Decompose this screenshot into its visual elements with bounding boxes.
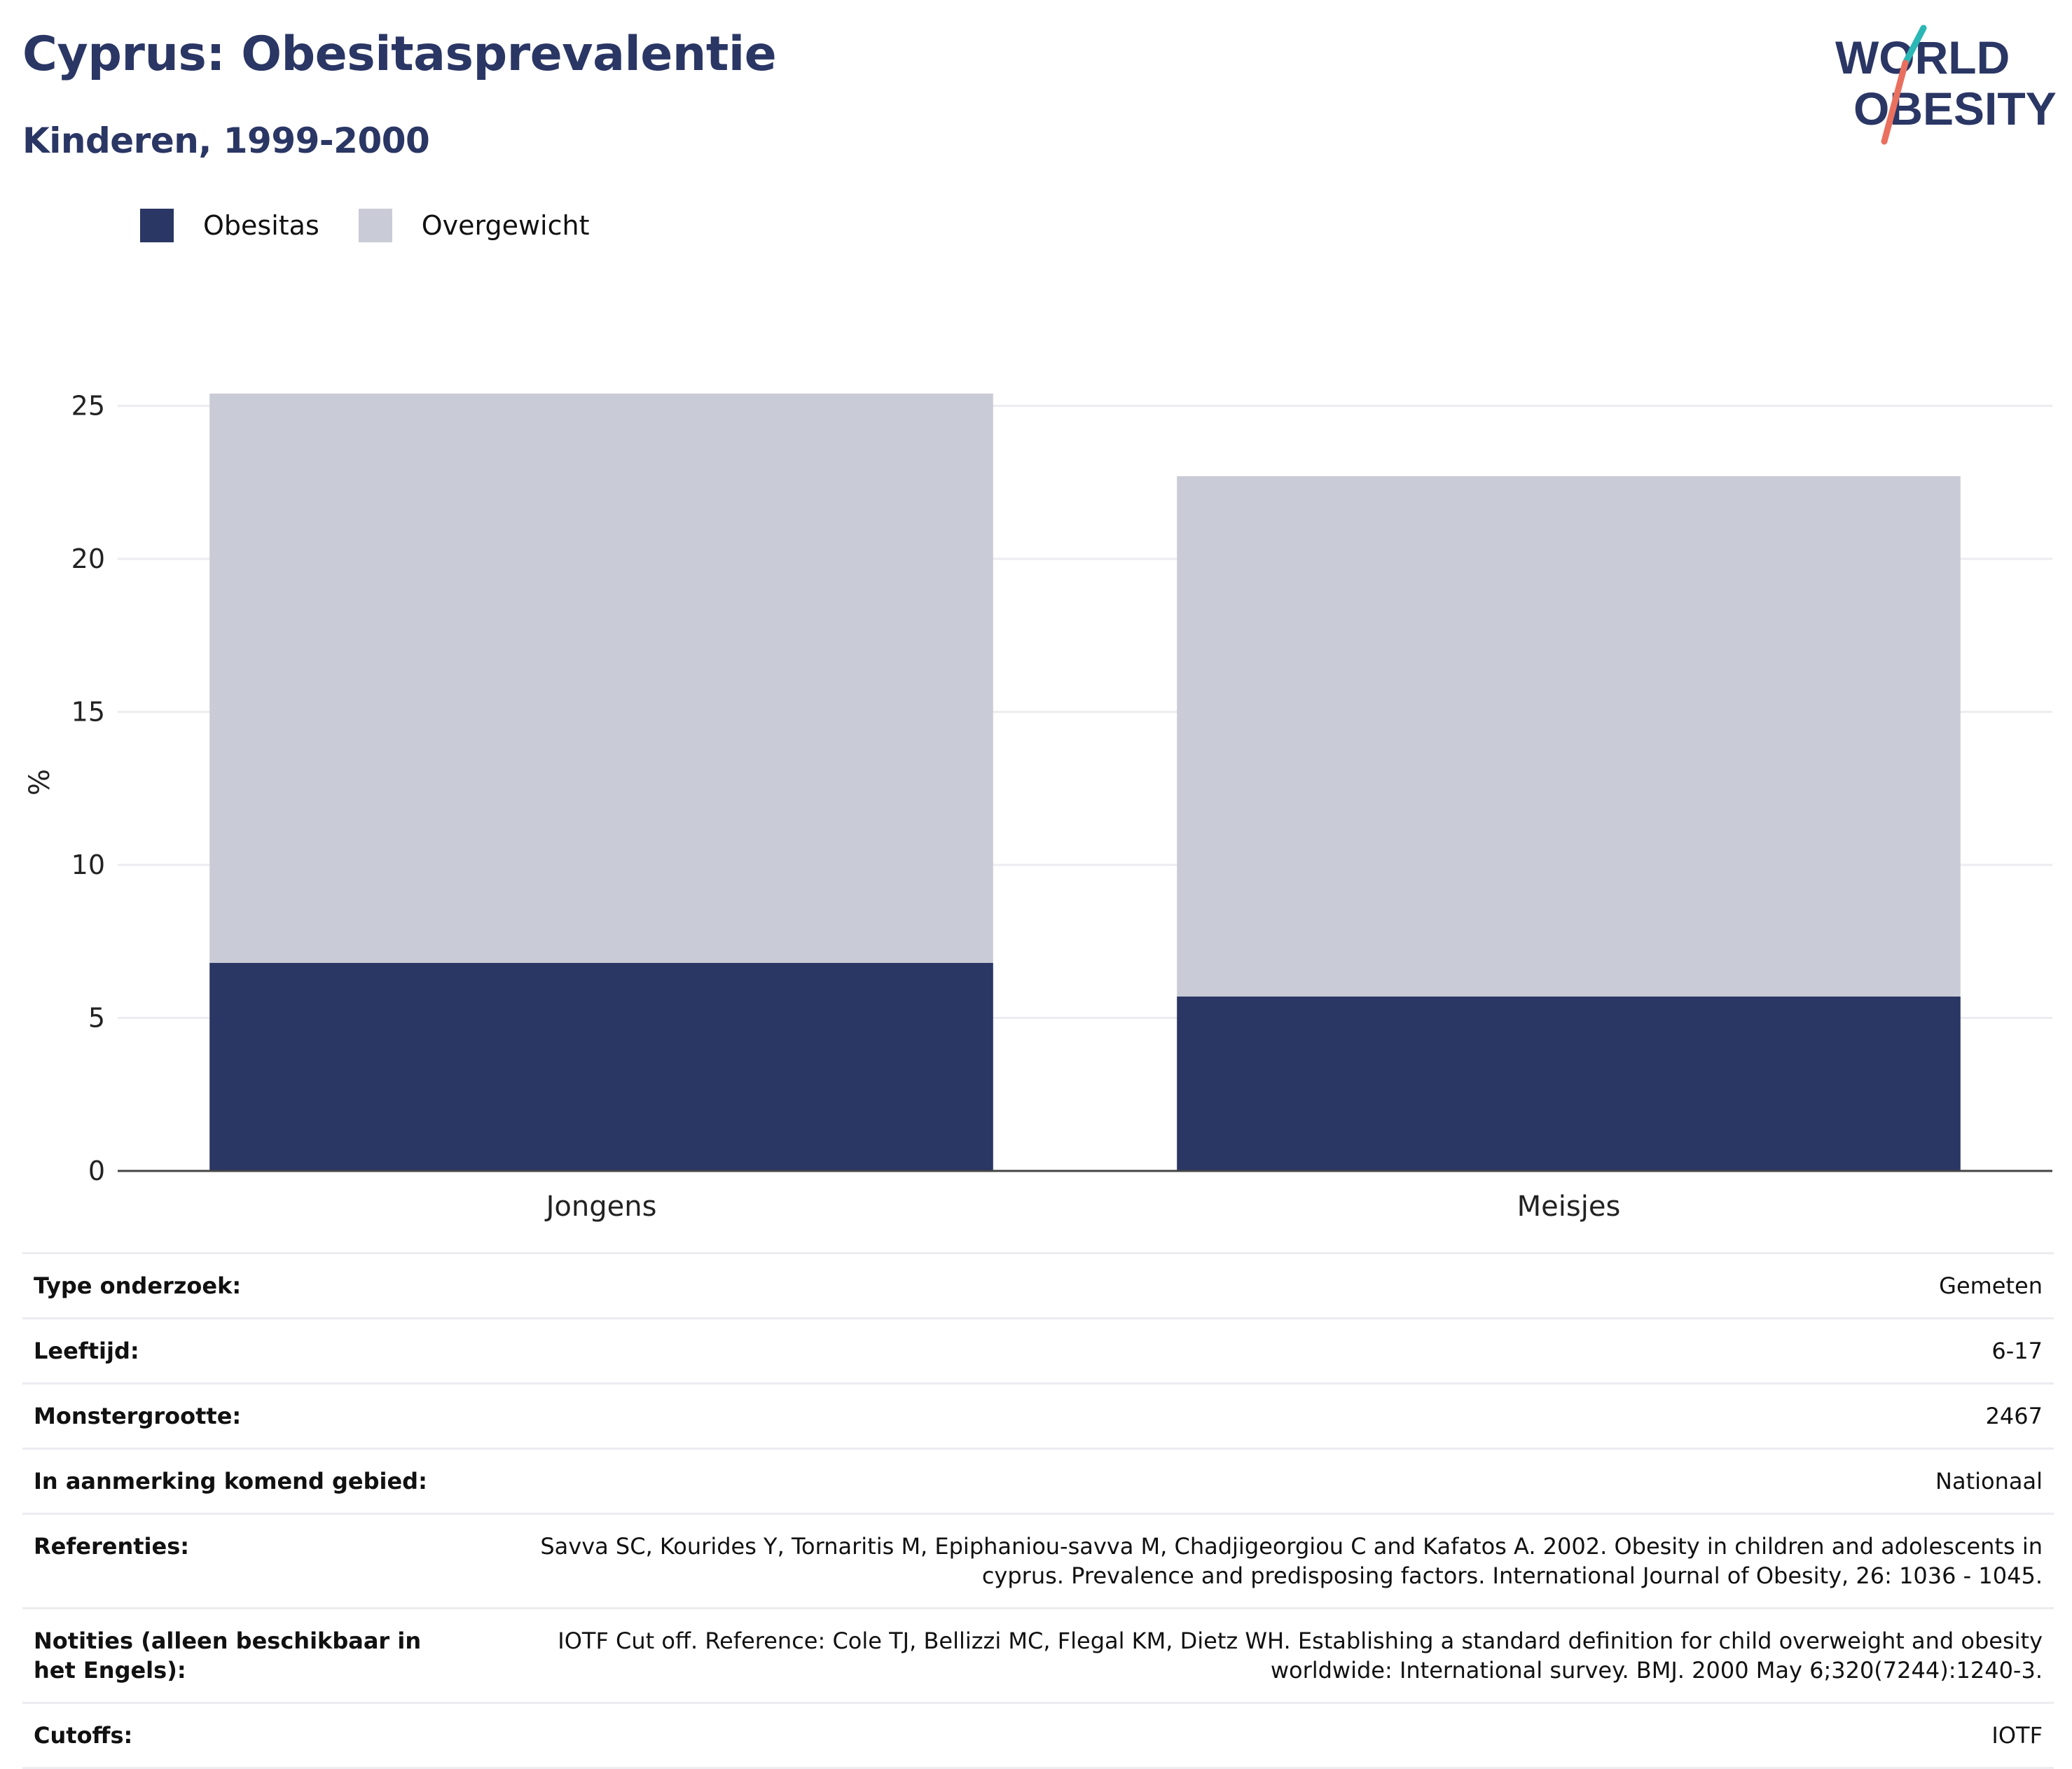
legend-item-overgewicht[interactable]: Overgewicht [358, 209, 590, 242]
details-value: IOTF Cut off. Reference: Cole TJ, Belliz… [558, 1628, 2043, 1684]
details-value: 6-17 [1991, 1338, 2043, 1364]
legend-label-overgewicht: Overgewicht [421, 210, 590, 241]
details-value: 2467 [1985, 1403, 2043, 1429]
chart-title: Cyprus: Obesitasprevalentie [22, 27, 777, 82]
details-row-area: In aanmerking komend gebied: Nationaal [22, 1448, 2054, 1514]
y-tick-label: 20 [71, 543, 105, 574]
y-axis-label: % [24, 769, 56, 796]
details-row-notes: Notities (alleen beschikbaar in het Enge… [22, 1608, 2054, 1703]
world-obesity-logo: WORLD OBESITY [1835, 25, 2057, 145]
chart-subtitle: Kinderen, 1999-2000 [22, 120, 430, 161]
details-value: Savva SC, Kourides Y, Tornaritis M, Epip… [540, 1533, 2043, 1589]
details-row-references: Referenties: Savva SC, Kourides Y, Torna… [22, 1513, 2054, 1609]
details-row-sample-size: Monstergrootte: 2467 [22, 1383, 2054, 1449]
details-value: IOTF [1991, 1722, 2043, 1749]
details-row-cutoffs: Cutoffs: IOTF [22, 1702, 2054, 1768]
chart-legend: Obesitas Overgewicht [140, 209, 629, 242]
y-tick-label: 0 [88, 1156, 105, 1186]
details-value: Gemeten [1939, 1272, 2043, 1299]
bar-overgewicht-meisjes [1177, 476, 1961, 997]
y-tick-label: 10 [71, 849, 105, 880]
legend-item-obesitas[interactable]: Obesitas [140, 209, 319, 242]
legend-swatch-obesitas [140, 209, 174, 242]
details-value: Nationaal [1935, 1468, 2043, 1494]
details-label: Cutoffs: [34, 1722, 133, 1749]
details-label: Type onderzoek: [34, 1272, 242, 1299]
y-tick-label: 15 [71, 696, 105, 727]
x-tick-label: Jongens [544, 1191, 657, 1223]
survey-details-table: Type onderzoek: Gemeten Leeftijd: 6-17 M… [22, 1252, 2054, 1769]
legend-swatch-overgewicht [358, 209, 392, 242]
bar-obesitas-jongens [209, 962, 993, 1171]
x-tick-label: Meisjes [1517, 1191, 1621, 1223]
logo-teal-stroke [1902, 25, 1927, 67]
details-label: Leeftijd: [34, 1338, 139, 1364]
details-row-age: Leeftijd: 6-17 [22, 1318, 2054, 1384]
y-tick-label: 25 [71, 390, 105, 421]
logo-line1: WORLD [1835, 32, 2010, 83]
details-label: Referenties: [34, 1533, 190, 1560]
logo-coral-stroke [1881, 60, 1909, 145]
stacked-bar-chart: 0 5 10 15 20 25% Jongens Meisjes [24, 390, 2052, 1223]
details-row-type: Type onderzoek: Gemeten [22, 1253, 2054, 1319]
bar-overgewicht-jongens [209, 394, 993, 963]
details-label: Notities (alleen beschikbaar in het Enge… [34, 1628, 422, 1684]
details-label: In aanmerking komend gebied: [34, 1468, 427, 1494]
details-label: Monstergrootte: [34, 1403, 242, 1429]
legend-label-obesitas: Obesitas [203, 210, 319, 241]
logo-line2: OBESITY [1853, 83, 2057, 134]
y-tick-label: 5 [88, 1002, 105, 1033]
bar-obesitas-meisjes [1177, 996, 1961, 1171]
